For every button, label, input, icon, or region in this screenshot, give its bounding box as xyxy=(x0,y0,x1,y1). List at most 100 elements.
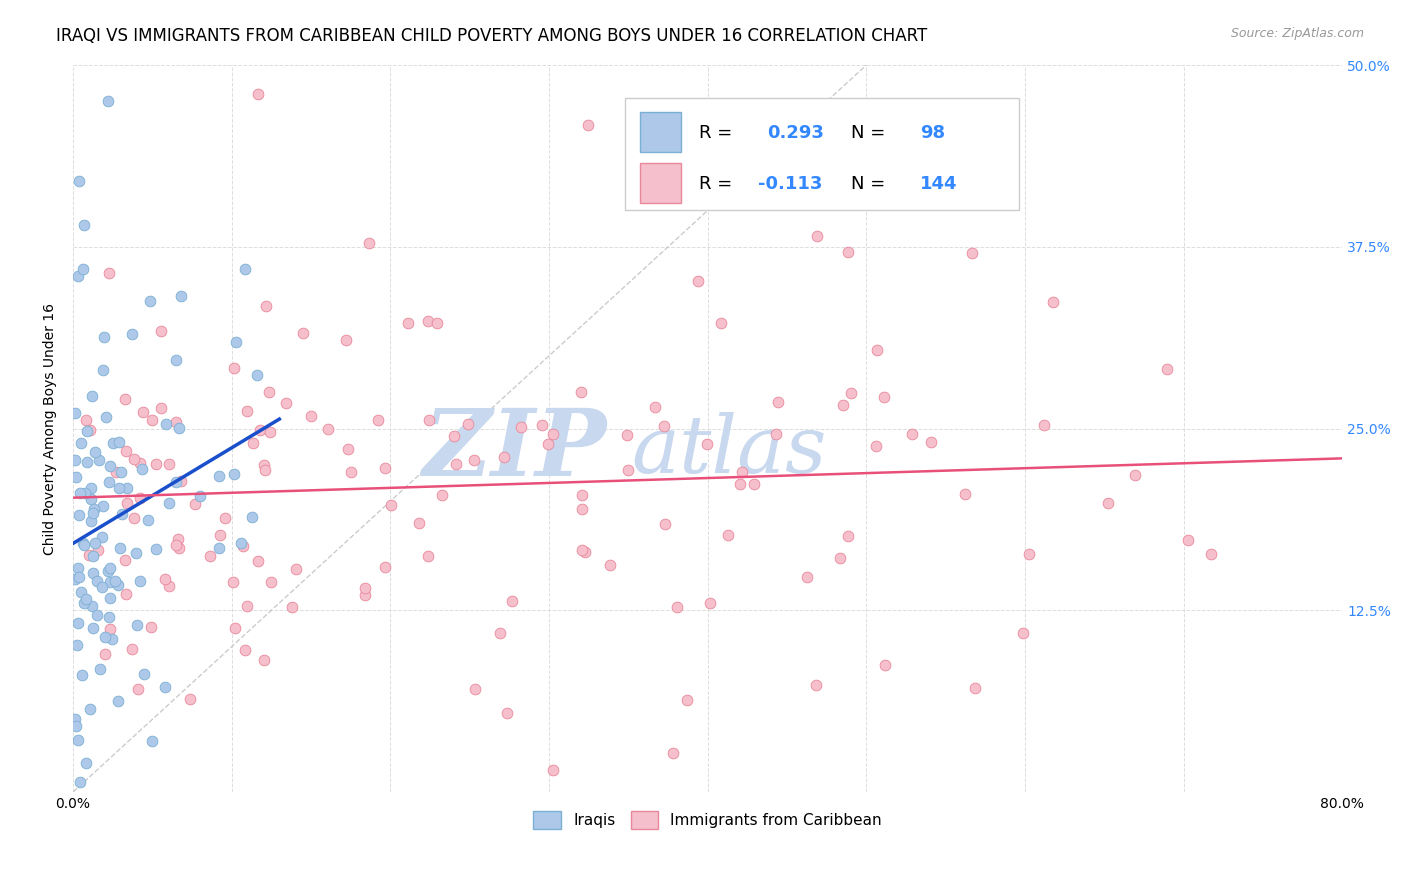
Text: atlas: atlas xyxy=(631,411,827,489)
Immigrants from Caribbean xyxy=(396,316,419,330)
Iraqis xyxy=(67,560,90,574)
Iraqis xyxy=(98,561,121,575)
Iraqis xyxy=(67,174,90,188)
Immigrants from Caribbean xyxy=(357,235,380,250)
Immigrants from Caribbean xyxy=(242,435,264,450)
Iraqis xyxy=(170,289,193,303)
Immigrants from Caribbean xyxy=(145,458,167,472)
Iraqis xyxy=(87,453,110,467)
Iraqis xyxy=(167,421,190,435)
Immigrants from Caribbean xyxy=(416,549,439,563)
Iraqis xyxy=(67,508,90,522)
Immigrants from Caribbean xyxy=(253,653,276,667)
Immigrants from Caribbean xyxy=(121,641,143,656)
Iraqis xyxy=(82,549,104,564)
Iraqis xyxy=(82,599,104,614)
Immigrants from Caribbean xyxy=(253,458,276,473)
Immigrants from Caribbean xyxy=(127,681,149,696)
Immigrants from Caribbean xyxy=(236,404,259,418)
Immigrants from Caribbean xyxy=(839,385,862,400)
Immigrants from Caribbean xyxy=(873,658,896,673)
Immigrants from Caribbean xyxy=(157,457,180,471)
Iraqis xyxy=(93,329,115,343)
Iraqis xyxy=(96,410,118,425)
Immigrants from Caribbean xyxy=(710,316,733,330)
Immigrants from Caribbean xyxy=(98,622,121,636)
Iraqis xyxy=(115,481,138,495)
Immigrants from Caribbean xyxy=(253,463,276,477)
Immigrants from Caribbean xyxy=(367,413,389,427)
Immigrants from Caribbean xyxy=(94,647,117,661)
Immigrants from Caribbean xyxy=(866,343,889,358)
Immigrants from Caribbean xyxy=(87,542,110,557)
Immigrants from Caribbean xyxy=(259,425,281,439)
Immigrants from Caribbean xyxy=(963,681,986,696)
Iraqis xyxy=(69,486,91,500)
Iraqis xyxy=(76,425,98,439)
Immigrants from Caribbean xyxy=(832,397,855,411)
Text: IRAQI VS IMMIGRANTS FROM CARIBBEAN CHILD POVERTY AMONG BOYS UNDER 16 CORRELATION: IRAQI VS IMMIGRANTS FROM CARIBBEAN CHILD… xyxy=(56,27,928,45)
Y-axis label: Child Poverty Among Boys Under 16: Child Poverty Among Boys Under 16 xyxy=(44,302,58,555)
Immigrants from Caribbean xyxy=(696,437,718,451)
Immigrants from Caribbean xyxy=(576,118,599,132)
Immigrants from Caribbean xyxy=(686,274,709,288)
Immigrants from Caribbean xyxy=(335,333,357,347)
Iraqis xyxy=(69,775,91,789)
Legend: Iraqis, Immigrants from Caribbean: Iraqis, Immigrants from Caribbean xyxy=(527,805,889,835)
Immigrants from Caribbean xyxy=(260,574,283,589)
Iraqis xyxy=(125,546,148,560)
Iraqis xyxy=(98,610,121,624)
Iraqis xyxy=(70,436,93,450)
Immigrants from Caribbean xyxy=(1199,547,1222,561)
Iraqis xyxy=(83,444,105,458)
Immigrants from Caribbean xyxy=(141,413,163,427)
Immigrants from Caribbean xyxy=(281,599,304,614)
Iraqis xyxy=(82,389,104,403)
Immigrants from Caribbean xyxy=(804,678,827,692)
Text: N =: N = xyxy=(851,124,891,142)
Iraqis xyxy=(157,495,180,509)
Iraqis xyxy=(65,469,87,483)
Iraqis xyxy=(67,616,90,631)
Iraqis xyxy=(76,455,98,469)
Immigrants from Caribbean xyxy=(920,434,942,449)
Immigrants from Caribbean xyxy=(675,693,697,707)
Immigrants from Caribbean xyxy=(224,621,246,635)
Iraqis xyxy=(75,592,97,607)
Iraqis xyxy=(225,335,247,350)
Iraqis xyxy=(65,719,87,733)
Immigrants from Caribbean xyxy=(374,461,396,475)
Immigrants from Caribbean xyxy=(571,542,593,557)
Iraqis xyxy=(86,608,108,623)
Immigrants from Caribbean xyxy=(247,554,270,568)
Iraqis xyxy=(208,541,231,555)
Immigrants from Caribbean xyxy=(492,450,515,464)
Immigrants from Caribbean xyxy=(501,594,523,608)
Immigrants from Caribbean xyxy=(457,417,479,431)
Immigrants from Caribbean xyxy=(443,429,465,443)
Immigrants from Caribbean xyxy=(374,560,396,574)
Immigrants from Caribbean xyxy=(408,516,430,530)
Immigrants from Caribbean xyxy=(149,401,172,415)
Iraqis xyxy=(75,486,97,500)
Immigrants from Caribbean xyxy=(574,545,596,559)
Text: 0.293: 0.293 xyxy=(768,124,824,142)
Text: 144: 144 xyxy=(920,175,957,193)
Iraqis xyxy=(66,732,89,747)
Immigrants from Caribbean xyxy=(233,643,256,657)
Immigrants from Caribbean xyxy=(796,570,818,584)
Immigrants from Caribbean xyxy=(222,574,245,589)
Iraqis xyxy=(165,353,187,368)
Iraqis xyxy=(82,621,104,635)
Iraqis xyxy=(231,535,253,549)
Immigrants from Caribbean xyxy=(236,599,259,613)
Iraqis xyxy=(86,574,108,589)
Iraqis xyxy=(132,666,155,681)
Immigrants from Caribbean xyxy=(464,682,486,697)
Immigrants from Caribbean xyxy=(699,596,721,610)
Immigrants from Caribbean xyxy=(117,495,139,509)
Immigrants from Caribbean xyxy=(214,510,236,524)
Immigrants from Caribbean xyxy=(765,427,787,442)
Immigrants from Caribbean xyxy=(418,412,440,426)
Immigrants from Caribbean xyxy=(115,587,138,601)
